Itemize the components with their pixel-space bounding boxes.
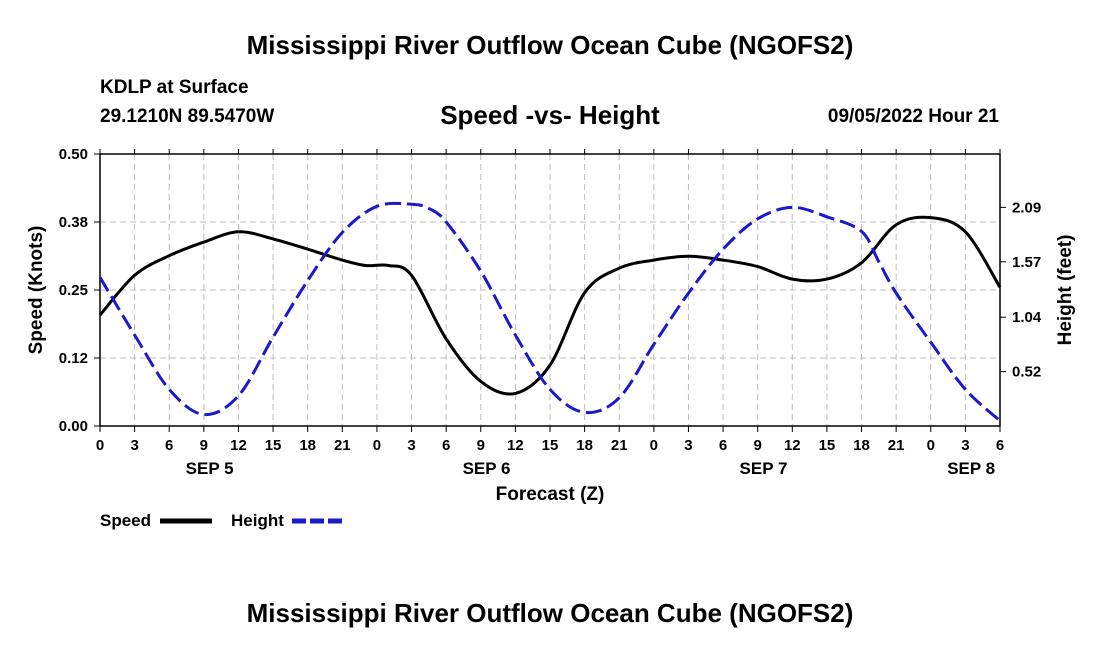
x-tick-label: 18 <box>299 437 316 454</box>
x-tick-label: 18 <box>576 437 593 454</box>
x-tick-label: 6 <box>719 437 727 454</box>
speed-height-chart: 0 3 6 9 12 15 18 21 0 3 6 9 12 15 18 21 0 3 6 9 12 15 18 21 0 3 6S… <box>26 146 1076 530</box>
x-tick-label: 15 <box>542 437 559 454</box>
chart-subtitle: Speed -vs- Height <box>440 100 660 130</box>
axes: 0 3 6 9 12 15 18 21 0 3 6 9 12 15 18 21 0 3 6 9 12 15 18 21 0 3 6S… <box>59 146 1042 478</box>
x-tick-label: 12 <box>230 437 247 454</box>
grid-lines <box>100 154 1000 426</box>
x-tick-label: 0 <box>927 437 935 454</box>
chart-title: Mississippi River Outflow Ocean Cube (NG… <box>246 30 854 60</box>
day-label: SEP 8 <box>947 459 995 478</box>
x-tick-label: 6 <box>996 437 1004 454</box>
y-right-tick-label: 2.09 <box>1012 199 1041 216</box>
y-right-tick-label: 1.04 <box>1012 309 1042 326</box>
day-label: SEP 7 <box>740 459 788 478</box>
x-tick-label: 9 <box>754 437 762 454</box>
x-tick-label: 12 <box>507 437 524 454</box>
y-left-tick-label: 0.25 <box>59 282 88 299</box>
x-tick-label: 12 <box>784 437 801 454</box>
forecast-datetime: 09/05/2022 Hour 21 <box>827 106 999 127</box>
y-left-tick-label: 0.12 <box>59 350 88 367</box>
x-tick-label: 6 <box>165 437 173 454</box>
day-label: SEP 5 <box>186 459 234 478</box>
day-label: SEP 6 <box>463 459 511 478</box>
x-tick-label: 0 <box>96 437 104 454</box>
legend-speed-label: Speed <box>100 511 151 530</box>
series-lines <box>98 201 1002 422</box>
footer-title: Mississippi River Outflow Ocean Cube (NG… <box>246 598 854 628</box>
legend: Speed Height <box>100 511 344 530</box>
x-tick-label: 21 <box>334 437 351 454</box>
station-label: KDLP at Surface <box>100 77 249 98</box>
x-tick-label: 15 <box>265 437 282 454</box>
x-axis-label: Forecast (Z) <box>496 484 605 505</box>
coordinates-label: 29.1210N 89.5470W <box>100 106 275 127</box>
x-tick-label: 9 <box>200 437 208 454</box>
x-tick-label: 3 <box>407 437 415 454</box>
series-line-speed <box>98 215 1002 396</box>
x-tick-label: 3 <box>961 437 969 454</box>
y-right-tick-label: 0.52 <box>1012 364 1041 381</box>
x-tick-label: 0 <box>373 437 381 454</box>
y-left-tick-label: 0.38 <box>59 214 88 231</box>
x-tick-label: 3 <box>684 437 692 454</box>
x-tick-label: 21 <box>888 437 905 454</box>
x-tick-label: 15 <box>819 437 836 454</box>
y-left-tick-label: 0.50 <box>59 146 88 163</box>
x-tick-label: 18 <box>853 437 870 454</box>
y-left-tick-label: 0.00 <box>59 418 88 435</box>
x-tick-label: 9 <box>477 437 485 454</box>
legend-height-label: Height <box>231 511 284 530</box>
y-axis-right-label: Height (feet) <box>1055 235 1076 346</box>
x-tick-label: 21 <box>611 437 628 454</box>
x-tick-label: 0 <box>650 437 658 454</box>
series-line-height <box>98 201 1002 422</box>
y-axis-left-label: Speed (Knots) <box>26 226 47 355</box>
x-tick-label: 6 <box>442 437 450 454</box>
y-right-tick-label: 1.57 <box>1012 254 1041 271</box>
x-tick-label: 3 <box>130 437 138 454</box>
